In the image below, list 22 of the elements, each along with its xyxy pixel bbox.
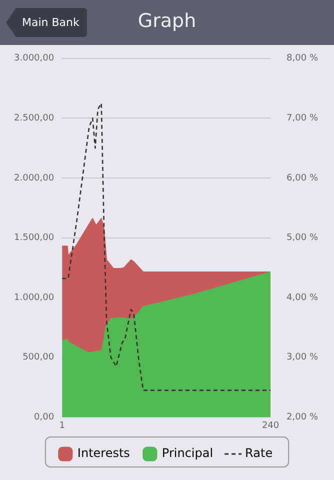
x-tick-label: 240 bbox=[262, 420, 280, 431]
legend-label: Principal bbox=[162, 446, 214, 460]
y-tick-label: 2.000,00 bbox=[14, 173, 54, 184]
y2-tick-label: 5,00 % bbox=[286, 233, 318, 244]
legend-label: Interests bbox=[77, 446, 130, 460]
y-tick-label: 0,00 bbox=[34, 412, 54, 423]
chart-title: Graph bbox=[138, 10, 196, 32]
y2-tick-label: 3,00 % bbox=[286, 352, 318, 363]
y-tick-label: 3.000,00 bbox=[14, 54, 54, 64]
y2-tick-label: 8,00 % bbox=[286, 54, 318, 64]
y-tick-label: 1.000,00 bbox=[14, 292, 54, 303]
y2-tick-label: 4,00 % bbox=[286, 292, 318, 303]
y-tick-label: 2.500,00 bbox=[14, 114, 54, 124]
legend-label: Rate bbox=[245, 446, 273, 460]
y2-tick-label: 2,00 % bbox=[286, 412, 318, 423]
y-tick-label: 500,00 bbox=[22, 352, 54, 363]
y2-tick-label: 7,00 % bbox=[286, 114, 318, 124]
back-button: Main Bank bbox=[6, 8, 88, 37]
line-series bbox=[62, 102, 271, 391]
y2-tick-label: 6,00 % bbox=[286, 173, 318, 184]
y-tick-label: 1.500,00 bbox=[14, 233, 54, 244]
x-tick-label: 1 bbox=[59, 420, 65, 431]
